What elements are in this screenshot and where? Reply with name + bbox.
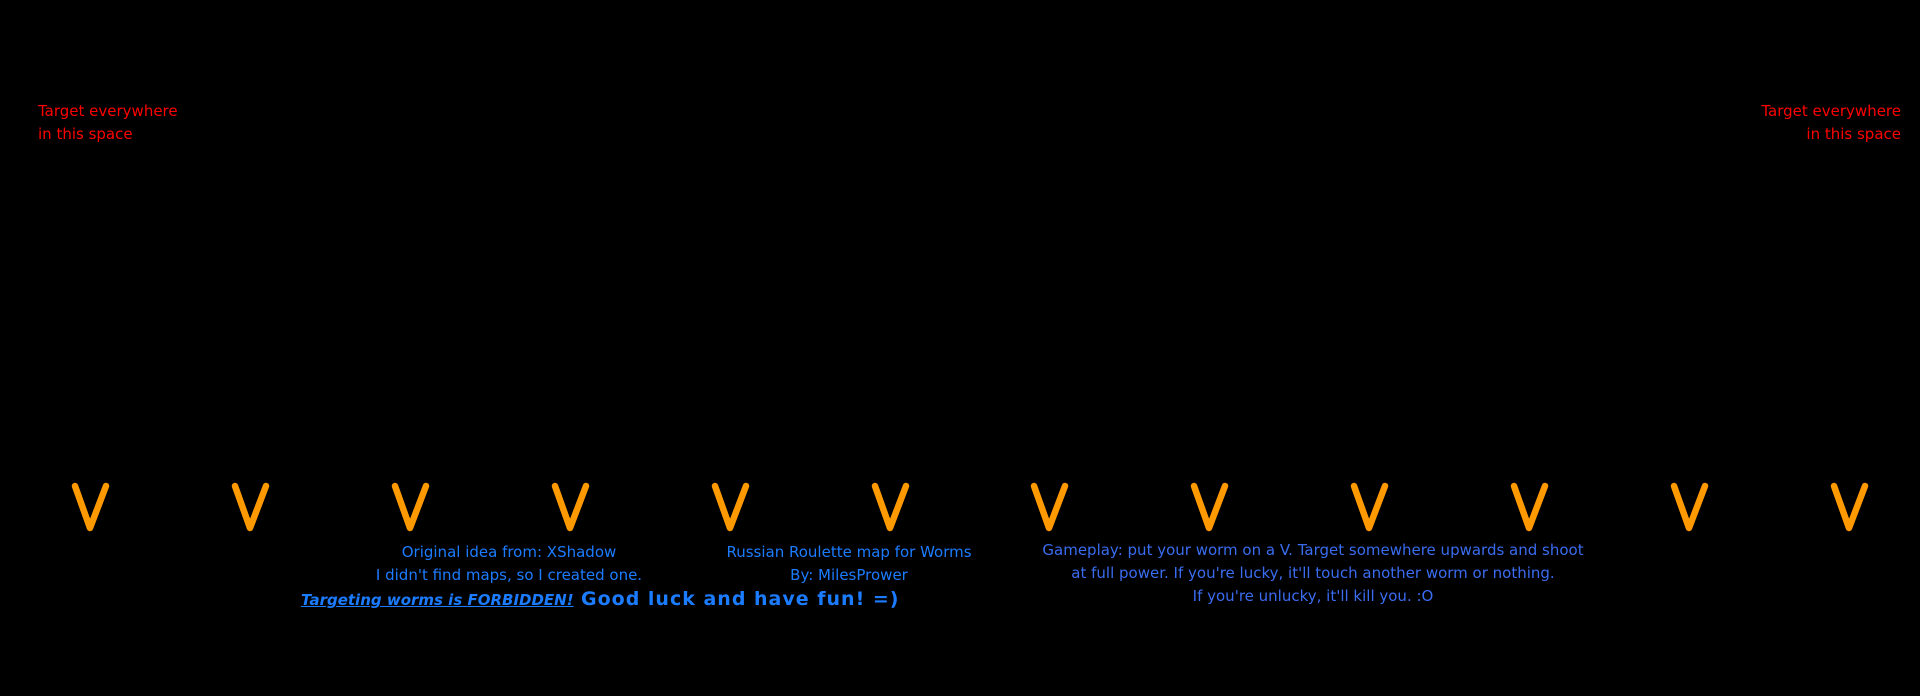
v-marker-icon bbox=[871, 482, 909, 532]
forbidden-warning: Targeting worms is FORBIDDEN! bbox=[301, 591, 574, 609]
v-marker-icon bbox=[1191, 482, 1229, 532]
credits-line: I didn't find maps, so I created one. bbox=[375, 566, 643, 584]
target-hint-right: Target everywhere in this space bbox=[1761, 100, 1901, 146]
target-hint-left-line: Target everywhere bbox=[38, 102, 178, 120]
v-marker-icon bbox=[1510, 482, 1549, 532]
credits: Original idea from: XShadow I didn't fin… bbox=[376, 541, 642, 587]
gameplay-line: If you're unlucky, it'll kill you. :O bbox=[1192, 587, 1434, 605]
v-marker-icon bbox=[711, 482, 749, 532]
map-author-line: By: MilesPrower bbox=[790, 566, 908, 584]
target-hint-left-line: in this space bbox=[38, 125, 133, 143]
v-marker-icon bbox=[231, 482, 270, 532]
v-marker-icon bbox=[71, 482, 110, 532]
map-title-line: Russian Roulette map for Worms bbox=[726, 543, 972, 561]
credits-line: Original idea from: XShadow bbox=[401, 543, 617, 561]
target-hint-right-line: in this space bbox=[1806, 125, 1901, 143]
v-marker-icon bbox=[1670, 482, 1709, 532]
gameplay-line: Gameplay: put your worm on a V. Target s… bbox=[1042, 541, 1584, 559]
target-hint-left: Target everywhere in this space bbox=[38, 100, 178, 146]
v-marker-icon bbox=[1830, 482, 1869, 532]
target-hint-right-line: Target everywhere bbox=[1761, 102, 1901, 120]
good-luck-text: Good luck and have fun! =) bbox=[581, 588, 900, 610]
gameplay-instructions: Gameplay: put your worm on a V. Target s… bbox=[1042, 539, 1583, 608]
v-marker-icon bbox=[1350, 482, 1389, 532]
v-marker-icon bbox=[391, 482, 430, 532]
gameplay-line: at full power. If you're lucky, it'll to… bbox=[1071, 564, 1555, 582]
v-marker-icon bbox=[1031, 482, 1069, 532]
map-title: Russian Roulette map for Worms By: Miles… bbox=[726, 541, 971, 587]
v-marker-icon bbox=[551, 482, 589, 532]
